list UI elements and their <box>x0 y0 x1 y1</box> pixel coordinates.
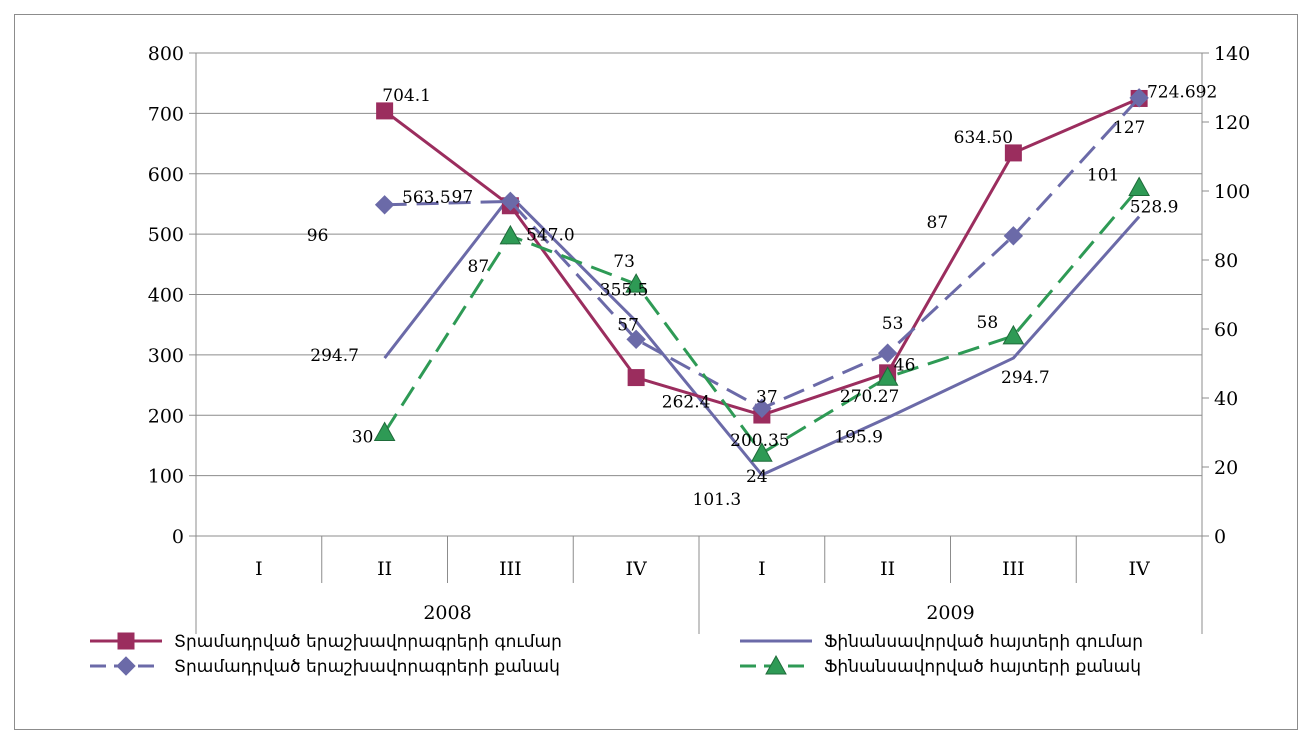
y-right-tick-label: 60 <box>1214 319 1238 341</box>
data-label: 30 <box>352 428 374 448</box>
data-label: 724.692 <box>1147 82 1217 102</box>
data-label: 87 <box>927 213 949 233</box>
data-label: 24 <box>746 467 768 487</box>
y-right-tick-label: 120 <box>1214 112 1250 134</box>
legend-label: Տրամադրված երաշխավորագրերի քանակ <box>174 657 560 677</box>
triangle-marker <box>373 421 396 441</box>
y-right-tick-label: 100 <box>1214 181 1250 203</box>
x-tick-label: IV <box>626 558 648 580</box>
data-label: 262.4 <box>662 393 711 413</box>
data-label: 355.5 <box>600 280 649 300</box>
square-marker <box>117 632 135 650</box>
gridlines <box>196 52 1202 537</box>
diamond-marker <box>374 195 395 215</box>
triangle-marker <box>499 224 522 245</box>
data-label: 101.3 <box>693 490 742 510</box>
axes: 0 100 200 300 400 500 600 700 800 0 20 40 60 80 100 120… <box>148 43 1250 634</box>
diamond-marker <box>1003 226 1024 246</box>
square-marker <box>1004 144 1022 162</box>
y-left-tick-label: 200 <box>148 405 184 427</box>
triangle-marker <box>876 366 899 386</box>
data-label: 294.7 <box>310 346 359 366</box>
data-label: 96 <box>307 226 329 246</box>
y-left-tick-label: 300 <box>148 345 184 367</box>
triangle-marker <box>625 273 647 293</box>
diamond-marker <box>752 398 772 419</box>
y-left-tick-label: 400 <box>148 285 184 307</box>
data-label: 547.0 <box>526 226 575 246</box>
data-label: 528.9 <box>1130 198 1179 218</box>
data-label: 58 <box>977 313 999 333</box>
y-right-tick-label: 0 <box>1214 526 1226 548</box>
diamond-marker <box>1129 88 1149 108</box>
data-labels: 294.7 563.5 355.5 101.3 195.9 294.7 528.9 704.1… <box>307 82 1217 509</box>
diamond-marker <box>626 329 646 350</box>
data-label: 46 <box>894 355 916 375</box>
data-label: 73 <box>613 252 635 272</box>
data-label: 563.5 <box>402 188 451 208</box>
triangle-marker <box>751 442 773 462</box>
data-label: 294.7 <box>1001 368 1050 388</box>
y-right-tick-label: 20 <box>1214 457 1238 479</box>
data-label: 200.35 <box>730 431 789 451</box>
y-left-tick-label: 800 <box>148 43 184 65</box>
diamond-marker <box>116 656 136 676</box>
y-right-tick-label: 40 <box>1214 388 1238 410</box>
x-group-label: 2009 <box>926 602 974 624</box>
data-label: 37 <box>756 387 778 407</box>
triangle-marker <box>1128 176 1150 197</box>
legend-label: Ֆինանսավորված հայտերի քանակ <box>824 657 1141 677</box>
triangle-marker <box>1002 324 1025 345</box>
x-tick-label: I <box>255 558 263 580</box>
data-label: 57 <box>617 315 639 335</box>
data-label: 634.50 <box>954 128 1013 148</box>
x-tick-label: III <box>499 558 522 580</box>
y-right-tick-label: 80 <box>1214 250 1238 272</box>
x-tick-label: III <box>1002 558 1025 580</box>
legend-label: Ֆինանսավորված հայտերի գումար <box>824 632 1143 652</box>
data-label: 87 <box>468 257 490 277</box>
legend-label: Տրամադրված երաշխավորագրերի գումար <box>174 632 562 652</box>
chart-frame <box>14 14 1298 730</box>
x-tick-label: II <box>880 558 895 580</box>
y-left-tick-label: 500 <box>148 224 184 246</box>
y-left-tick-label: 600 <box>148 164 184 186</box>
triangle-marker <box>765 654 787 675</box>
data-label: 97 <box>452 187 474 207</box>
data-label: 101 <box>1087 166 1119 186</box>
diamond-marker <box>877 343 898 363</box>
square-marker <box>376 102 394 120</box>
y-right-tick-label: 140 <box>1214 43 1250 65</box>
data-label: 127 <box>1113 118 1145 138</box>
x-tick-label: II <box>377 558 392 580</box>
y-left-tick-label: 100 <box>148 466 184 488</box>
x-group-label: 2008 <box>423 602 471 624</box>
x-tick-label: IV <box>1129 558 1151 580</box>
y-left-tick-label: 700 <box>148 103 184 125</box>
data-label: 195.9 <box>834 428 883 448</box>
square-marker <box>627 369 645 387</box>
x-tick-label: I <box>758 558 766 580</box>
data-label: 704.1 <box>382 86 431 106</box>
y-left-tick-label: 0 <box>172 526 184 548</box>
diamond-marker <box>500 191 521 212</box>
series-layer <box>373 88 1150 477</box>
data-label: 53 <box>882 314 904 334</box>
legend: Տրամադրված երաշխավորագրերի գումար Ֆինանսա… <box>90 632 1143 677</box>
data-label: 270.27 <box>840 387 899 407</box>
